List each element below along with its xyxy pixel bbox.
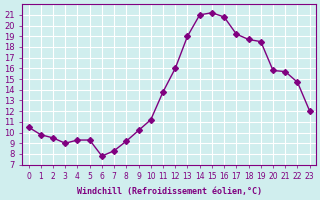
- X-axis label: Windchill (Refroidissement éolien,°C): Windchill (Refroidissement éolien,°C): [76, 187, 262, 196]
